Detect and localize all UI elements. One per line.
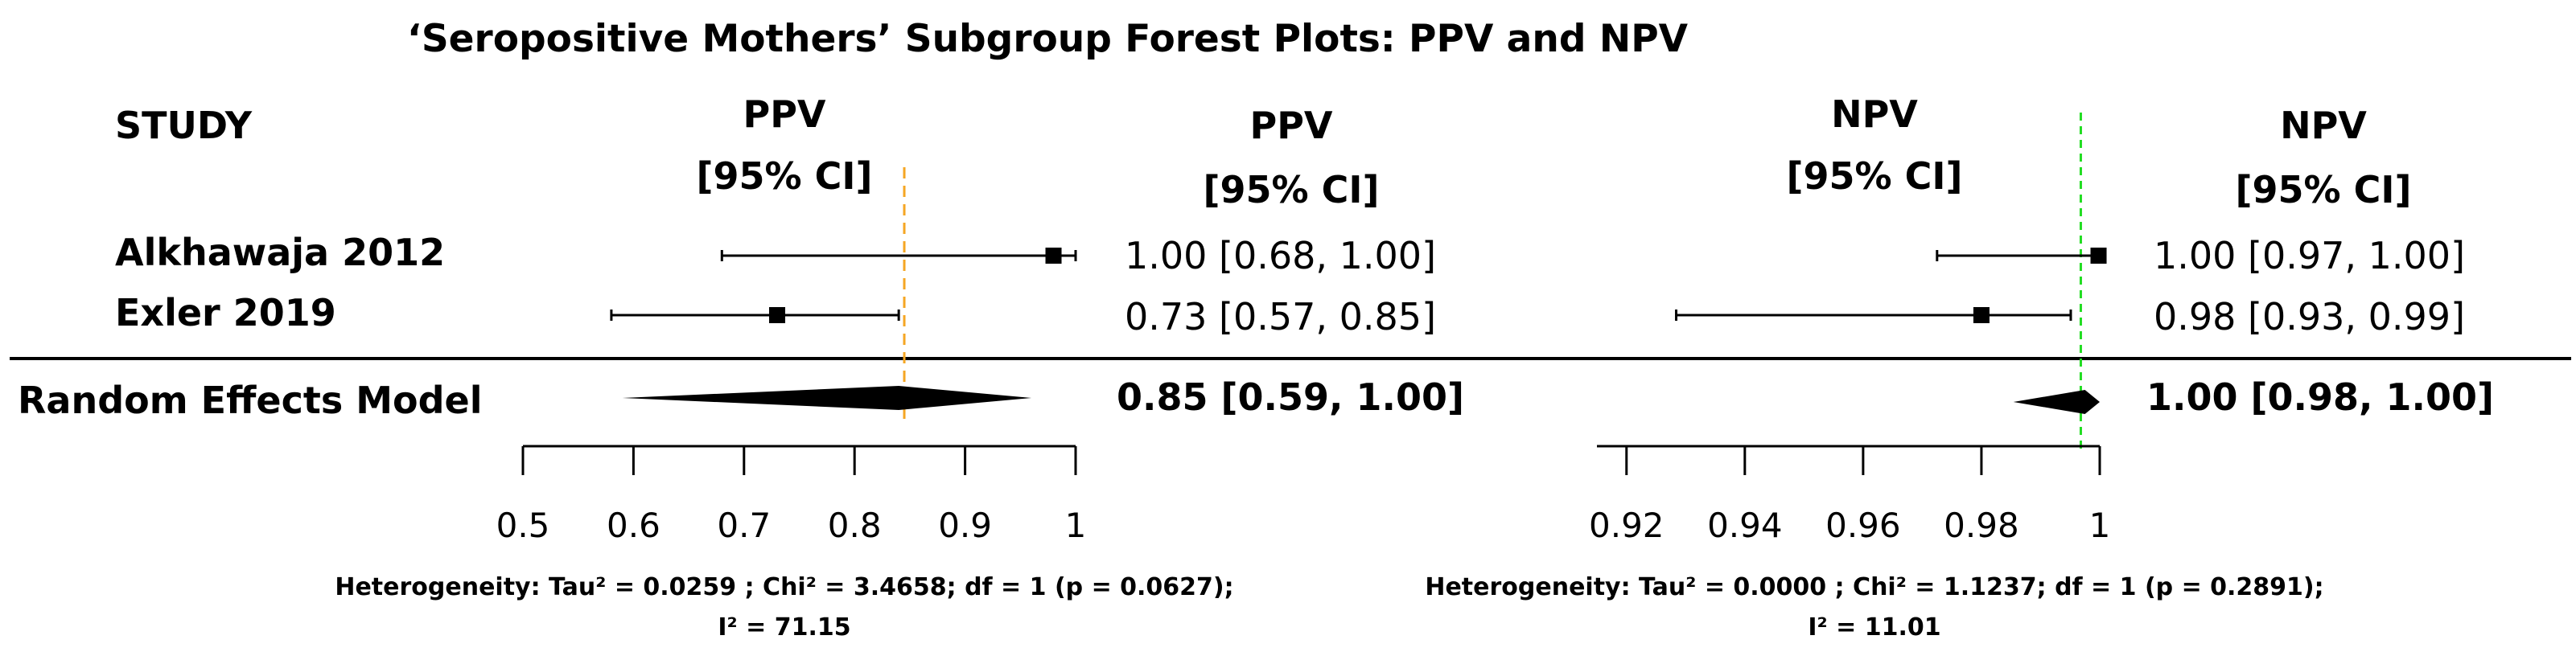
study-column-header: STUDY — [115, 104, 253, 147]
ppv-point-estimate-alkhawaja-2012 — [1045, 248, 1062, 264]
ppv-plot-header-metric: PPV — [743, 92, 825, 136]
ppv-tick-label-1: 0.6 — [607, 506, 660, 545]
ppv-heterogeneity-line-2: I² = 71.15 — [718, 613, 850, 642]
study-name-exler-2019: Exler 2019 — [115, 291, 336, 334]
ppv-tick-label-3: 0.8 — [828, 506, 882, 545]
ppv-value-header-metric: PPV — [1249, 104, 1332, 147]
ppv-heterogeneity-line-1: Heterogeneity: Tau² = 0.0259 ; Chi² = 3.… — [335, 573, 1233, 601]
npv-plot-header-ci: [95% CI] — [1786, 154, 1962, 198]
npv-point-estimate-alkhawaja-2012 — [2090, 248, 2107, 264]
ppv-tick-label-0: 0.5 — [496, 506, 550, 545]
npv-tick-label-1: 0.94 — [1707, 506, 1783, 545]
figure-title: ‘Seropositive Mothers’ Subgroup Forest P… — [407, 17, 1689, 61]
npv-heterogeneity-line-2: I² = 11.01 — [1808, 613, 1940, 642]
npv-value-header-metric: NPV — [2280, 104, 2367, 147]
ppv-plot-header-ci: [95% CI] — [696, 154, 872, 198]
npv-value-alkhawaja-2012: 1.00 [0.97, 1.00] — [2154, 234, 2465, 277]
npv-tick-label-2: 0.96 — [1825, 506, 1901, 545]
random-effects-label: Random Effects Model — [18, 379, 483, 422]
npv-value-exler-2019: 0.98 [0.93, 0.99] — [2154, 295, 2465, 338]
ppv-value-pooled: 0.85 [0.59, 1.00] — [1117, 375, 1464, 419]
ppv-tick-label-5: 1 — [1065, 506, 1087, 545]
npv-value-pooled: 1.00 [0.98, 1.00] — [2146, 375, 2494, 419]
npv-heterogeneity-line-1: Heterogeneity: Tau² = 0.0000 ; Chi² = 1.… — [1425, 573, 2323, 601]
ppv-pooled-diamond — [622, 386, 1032, 410]
npv-plot-header-metric: NPV — [1831, 92, 1918, 136]
npv-tick-label-0: 0.92 — [1589, 506, 1665, 545]
npv-value-header-ci: [95% CI] — [2235, 168, 2411, 211]
npv-tick-label-3: 0.98 — [1944, 506, 2019, 545]
npv-pooled-diamond — [2013, 390, 2100, 414]
ppv-tick-label-4: 0.9 — [938, 506, 992, 545]
study-name-alkhawaja-2012: Alkhawaja 2012 — [115, 231, 445, 274]
ppv-point-estimate-exler-2019 — [769, 307, 786, 323]
ppv-tick-label-2: 0.7 — [717, 506, 771, 545]
ppv-value-exler-2019: 0.73 [0.57, 0.85] — [1125, 295, 1436, 338]
npv-tick-label-4: 1 — [2089, 506, 2111, 545]
npv-forest-plot: 0.92 0.94 0.96 0.98 1 — [1589, 113, 2110, 545]
ppv-value-header-ci: [95% CI] — [1203, 168, 1379, 211]
ppv-value-alkhawaja-2012: 1.00 [0.68, 1.00] — [1125, 234, 1436, 277]
ppv-forest-plot: 0.5 0.6 0.7 0.8 0.9 1 — [496, 167, 1087, 545]
npv-point-estimate-exler-2019 — [1973, 307, 1990, 323]
